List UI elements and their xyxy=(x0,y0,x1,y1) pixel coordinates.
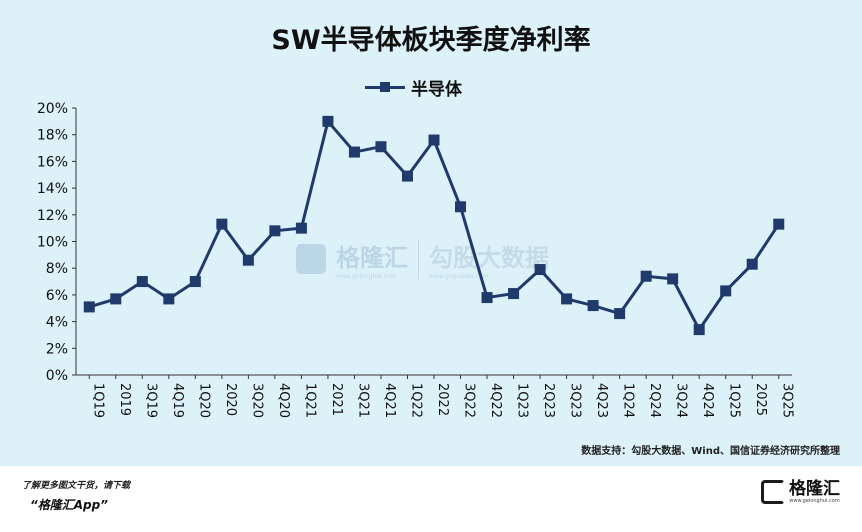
footer: 了解更多图文干货，请下载 “格隆汇App” 格隆汇 www.gelonghui.… xyxy=(0,466,862,532)
y-tick-label: 8% xyxy=(46,261,68,277)
data-point xyxy=(295,222,307,234)
footer-logo-text: 格隆汇 xyxy=(789,478,840,499)
watermark-brand: 格隆汇 xyxy=(336,244,408,272)
data-point xyxy=(481,292,493,304)
y-tick-label: 0% xyxy=(46,368,68,384)
watermark-brand-url: www.gelonghui.com xyxy=(336,273,397,280)
data-point xyxy=(640,270,652,282)
x-tick-label: 1Q24 xyxy=(621,383,636,418)
x-tick-label: 4Q22 xyxy=(488,383,503,418)
data-point xyxy=(322,115,334,127)
x-tick-label: 2020 xyxy=(223,383,238,416)
x-tick-label: 4Q20 xyxy=(276,383,291,418)
legend: 半导体 xyxy=(365,76,462,100)
data-point xyxy=(561,293,573,305)
y-tick-label: 4% xyxy=(46,315,68,331)
x-tick-label: 1Q22 xyxy=(408,383,423,418)
footer-logo: 格隆汇 www.gelonghui.com xyxy=(761,480,840,504)
data-point xyxy=(534,264,546,276)
x-tick-label: 1Q19 xyxy=(90,383,105,418)
data-point xyxy=(163,293,175,305)
data-point xyxy=(720,285,732,297)
data-point xyxy=(746,258,758,270)
y-tick-label: 16% xyxy=(37,154,68,170)
x-tick-label: 2019 xyxy=(117,383,132,416)
data-point xyxy=(83,301,95,313)
x-tick-label: 1Q25 xyxy=(727,383,742,418)
footer-logo-url: www.gelonghui.com xyxy=(789,497,840,504)
data-point xyxy=(455,201,467,213)
x-tick-label: 2022 xyxy=(435,383,450,416)
watermark-partner: 勾股大数据 xyxy=(429,244,549,272)
x-tick-label: 1Q23 xyxy=(515,383,530,418)
legend-line-icon xyxy=(365,81,405,92)
x-tick-label: 2Q24 xyxy=(647,383,662,418)
x-tick-label: 1Q21 xyxy=(302,383,317,418)
data-point xyxy=(189,276,201,288)
y-tick-label: 18% xyxy=(37,128,68,144)
x-tick-label: 2025 xyxy=(753,383,768,416)
data-point xyxy=(693,324,705,336)
watermark-partner-url: www.gogudata.com xyxy=(429,273,489,280)
data-point xyxy=(216,218,228,230)
x-tick-label: 3Q19 xyxy=(143,383,158,418)
x-tick-label: 4Q24 xyxy=(700,383,715,418)
data-point xyxy=(348,146,360,158)
data-point xyxy=(667,273,679,285)
x-tick-label: 2Q23 xyxy=(541,383,556,418)
data-point xyxy=(401,170,413,182)
data-point xyxy=(428,134,440,146)
data-point xyxy=(136,276,148,288)
data-point xyxy=(269,225,281,237)
data-point xyxy=(614,308,626,320)
x-tick-label: 1Q20 xyxy=(196,383,211,418)
gelonghui-logo-icon xyxy=(761,480,785,504)
data-point xyxy=(110,293,122,305)
y-tick-label: 20% xyxy=(37,101,68,117)
x-tick-label: 4Q19 xyxy=(170,383,185,418)
legend-marker-icon xyxy=(380,81,390,92)
watermark-logo-icon xyxy=(296,244,326,274)
y-tick-label: 2% xyxy=(46,341,68,357)
y-tick-label: 6% xyxy=(46,288,68,304)
watermark: 格隆汇 www.gelonghui.com 勾股大数据 www.gogudata… xyxy=(296,238,549,280)
x-tick-label: 3Q20 xyxy=(249,383,264,418)
legend-label: 半导体 xyxy=(411,79,462,100)
series-line xyxy=(88,119,780,332)
data-point xyxy=(773,218,785,230)
watermark-separator xyxy=(418,239,419,279)
x-tick-label: 3Q24 xyxy=(674,383,689,418)
y-tick-label: 10% xyxy=(37,235,68,251)
source-note: 数据支持：勾股大数据、Wind、国信证券经济研究所整理 xyxy=(581,446,840,457)
x-tick-label: 3Q25 xyxy=(780,383,795,418)
x-tick-label: 3Q21 xyxy=(355,383,370,418)
y-tick-label: 12% xyxy=(37,208,68,224)
data-point xyxy=(508,288,520,300)
x-tick-label: 2021 xyxy=(329,383,344,416)
chart-card xyxy=(0,0,862,466)
x-tick-label: 4Q21 xyxy=(382,383,397,418)
data-point xyxy=(242,254,254,266)
x-tick-label: 3Q22 xyxy=(462,383,477,418)
x-tick-label: 4Q23 xyxy=(594,383,609,418)
footer-app-name: “格隆汇App” xyxy=(30,498,108,512)
line-chart: 0% 2% 4% 6% 8% 10% 12% 14% 16% 18% 20% 1Q19 2019 3Q19… xyxy=(37,101,795,418)
data-point xyxy=(587,300,599,312)
y-tick-label: 14% xyxy=(37,181,68,197)
x-tick-label: 3Q23 xyxy=(568,383,583,418)
footer-promo: 了解更多图文干货，请下载 xyxy=(22,481,131,491)
chart-title: SW半导体板块季度净利率 xyxy=(271,25,591,56)
data-point xyxy=(375,141,387,153)
